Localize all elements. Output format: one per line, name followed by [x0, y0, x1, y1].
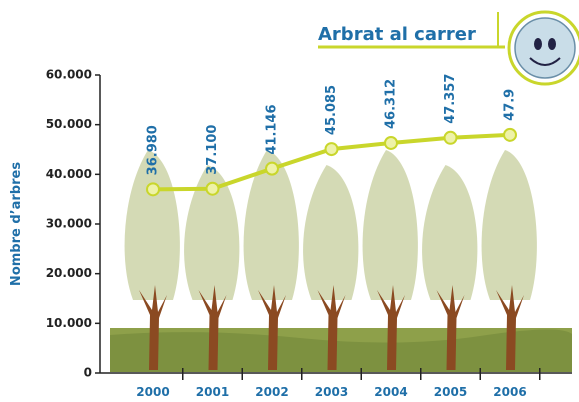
tree-trunk — [377, 285, 405, 370]
point — [205, 181, 220, 196]
tree-crown — [243, 150, 299, 300]
tree-crown — [362, 150, 418, 300]
x-tick-label: 2006 — [493, 385, 526, 399]
point — [324, 142, 339, 157]
tree-trunk — [436, 285, 465, 370]
x-tick-label: 2004 — [374, 385, 407, 399]
y-axis-label: Nombre d’arbres — [9, 162, 24, 286]
tree-trunk — [317, 285, 346, 370]
y-tick-label: 20.000 — [46, 266, 92, 280]
x-tick-label: 2003 — [315, 385, 348, 399]
tree-crown — [422, 165, 478, 300]
value-label: 36.980 — [146, 125, 161, 175]
point — [443, 130, 458, 145]
value-label: 37.100 — [205, 125, 220, 175]
point — [265, 161, 279, 176]
y-tick-label: 10.000 — [46, 316, 92, 330]
y-tick-label: 0 — [84, 366, 92, 380]
value-label: 41.146 — [265, 104, 280, 154]
value-label: 47.357 — [443, 74, 458, 124]
y-tick-label: 50.000 — [46, 117, 92, 131]
ground-shade — [110, 329, 572, 372]
x-tick-label: 2002 — [255, 385, 288, 399]
tree-crown — [303, 165, 359, 300]
tree-crown — [184, 165, 240, 300]
value-label: 46.312 — [384, 79, 399, 129]
point — [503, 127, 517, 142]
value-label: 47.9 — [503, 89, 518, 121]
chart-title: Arbrat al carrer — [318, 24, 476, 45]
tree-crown — [481, 150, 537, 300]
value-label: 45.085 — [324, 85, 339, 135]
tree-trunk — [496, 285, 524, 370]
tree-trunk — [198, 285, 227, 370]
tree-trunk — [258, 285, 286, 370]
x-tick-label: 2000 — [136, 385, 169, 399]
y-tick-label: 30.000 — [46, 217, 92, 231]
x-tick-label: 2005 — [434, 385, 467, 399]
point — [384, 135, 398, 150]
point — [146, 182, 160, 197]
tree-trunk — [139, 285, 167, 370]
logo — [507, 10, 579, 86]
y-tick-label: 40.000 — [46, 167, 92, 181]
x-tick-label: 2001 — [196, 385, 229, 399]
y-tick-label: 60.000 — [46, 68, 92, 82]
